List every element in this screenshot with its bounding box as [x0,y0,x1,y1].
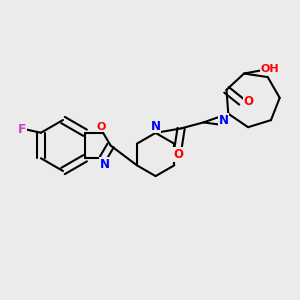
Text: O: O [97,122,106,132]
Text: O: O [173,148,183,161]
Text: OH: OH [260,64,279,74]
Text: F: F [18,123,26,136]
Text: N: N [219,114,229,127]
Text: O: O [243,95,253,108]
Text: N: N [100,158,110,171]
Text: N: N [151,120,160,133]
